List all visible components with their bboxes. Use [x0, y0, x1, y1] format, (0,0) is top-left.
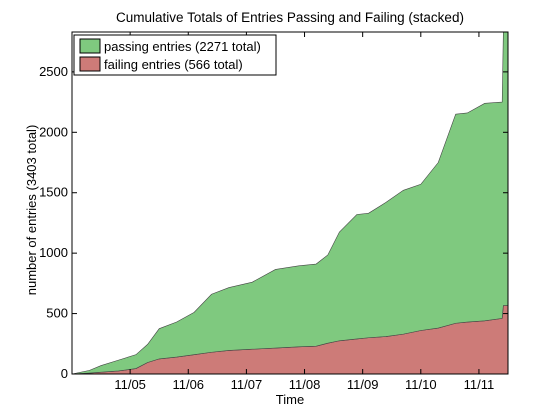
y-axis: 0 500 1000 1500 2000 2500: [39, 64, 508, 381]
y-tick-label: 2000: [39, 124, 68, 139]
x-tick-label: 11/11: [464, 377, 495, 392]
x-axis-label: Time: [276, 392, 304, 407]
y-tick-label: 2500: [39, 64, 68, 79]
legend: passing entries (2271 total) failing ent…: [73, 34, 277, 76]
chart-areas: [71, 31, 509, 375]
legend-swatch-passing: [79, 38, 101, 54]
x-tick-label: 11/09: [347, 377, 379, 392]
x-tick-label: 11/10: [405, 377, 437, 392]
x-tick-label: 11/07: [231, 377, 263, 392]
chart-title: Cumulative Totals of Entries Passing and…: [116, 10, 464, 25]
legend-box: [73, 34, 277, 76]
legend-label-passing: passing entries (2271 total): [104, 39, 261, 54]
x-tick-label: 11/08: [289, 377, 321, 392]
area-series-1: [71, 31, 509, 375]
x-axis: 11/05 11/06 11/07 11/08 11/09 11/10 11/11: [114, 32, 494, 392]
y-tick-label: 1500: [39, 185, 68, 200]
y-tick-label: 1000: [39, 245, 68, 260]
y-tick-label: 500: [46, 306, 68, 321]
plot-frame: [71, 31, 509, 375]
legend-swatch-failing: [79, 56, 101, 72]
y-tick-label: 0: [61, 366, 68, 381]
x-tick-label: 11/05: [114, 377, 146, 392]
legend-label-failing: failing entries (566 total): [104, 57, 243, 72]
x-tick-label: 11/06: [172, 377, 204, 392]
y-axis-label: number of entries (3403 total): [24, 125, 39, 296]
